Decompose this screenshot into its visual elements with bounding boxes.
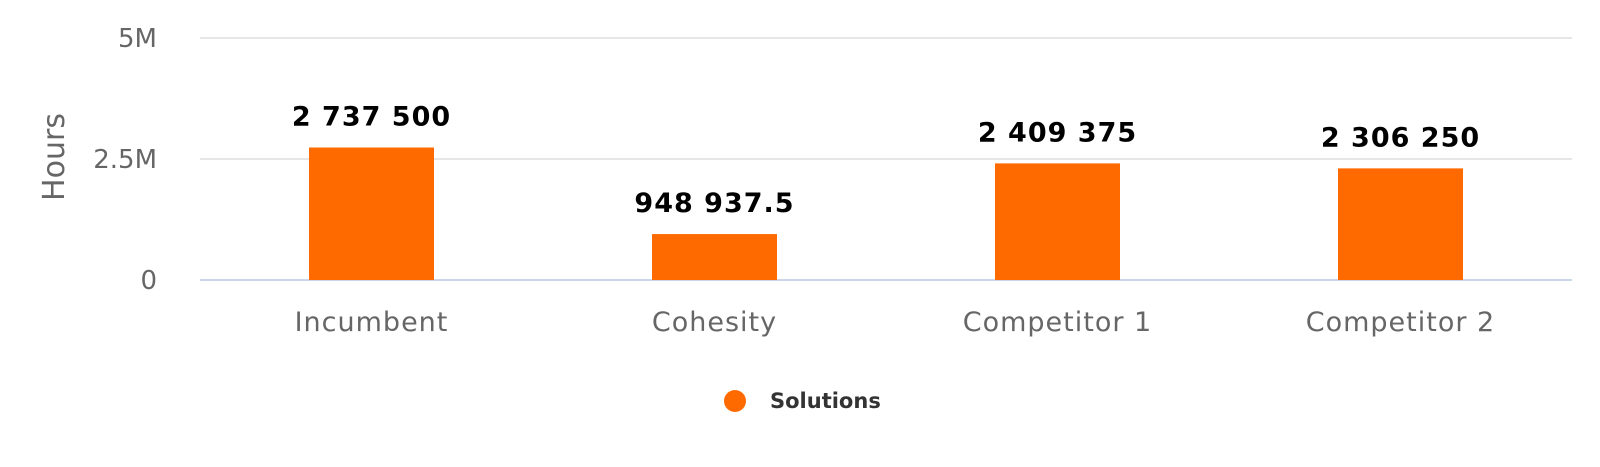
legend-label-solutions[interactable]: Solutions	[770, 389, 881, 413]
y-tick-label: 2.5M	[93, 145, 157, 175]
y-tick-label: 0	[140, 266, 157, 296]
data-label: 2 306 250	[1321, 122, 1480, 153]
bar-incumbent[interactable]	[309, 147, 434, 280]
bar-cohesity[interactable]	[652, 234, 777, 280]
x-tick-label: Incumbent	[295, 307, 449, 338]
legend-swatch-solutions[interactable]	[724, 390, 746, 412]
y-axis-ticks: 0 2.5M 5M	[93, 24, 157, 296]
data-label: 2 409 375	[978, 117, 1137, 148]
data-labels: 2 737 500 948 937.5 2 409 375 2 306 250	[292, 102, 1480, 220]
data-label: 2 737 500	[292, 102, 451, 133]
x-tick-label: Competitor 1	[963, 307, 1152, 338]
x-tick-label: Competitor 2	[1306, 307, 1495, 338]
y-axis-title: Hours	[37, 113, 72, 201]
bar-competitor-1[interactable]	[995, 163, 1120, 280]
legend[interactable]: Solutions	[724, 389, 881, 413]
data-label: 948 937.5	[634, 188, 794, 219]
bar-competitor-2[interactable]	[1338, 168, 1463, 280]
x-tick-label: Cohesity	[652, 307, 777, 338]
y-tick-label: 5M	[118, 24, 157, 54]
x-axis-categories: Incumbent Cohesity Competitor 1 Competitor …	[295, 307, 1495, 338]
bars	[309, 147, 1463, 280]
